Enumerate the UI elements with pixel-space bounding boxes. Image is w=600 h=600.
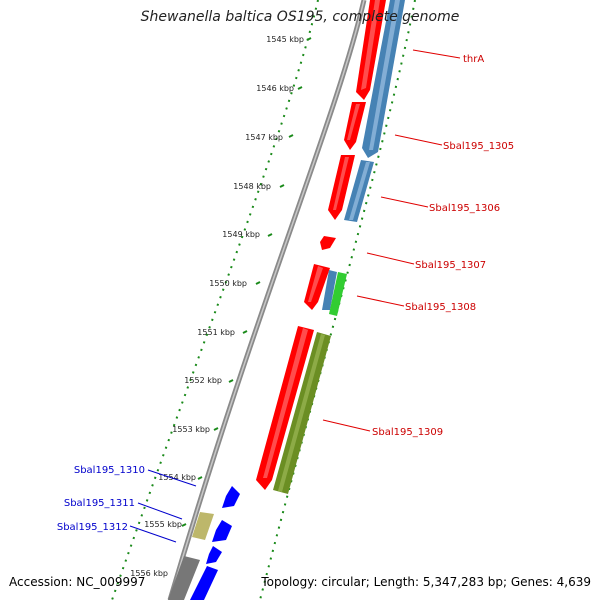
gene-sbal195-1308-green-feature	[329, 272, 347, 316]
gene-label-sbal195-1308: Sbal195_1308	[405, 302, 476, 313]
tick-marks	[181, 37, 312, 527]
gene-sbal195-1308-reverse-cds	[322, 270, 337, 310]
gene-sbal195-1307-cds	[320, 236, 336, 250]
gene-label-sbal195-1306: Sbal195_1306	[429, 203, 500, 214]
tick-label: 1546 kbp	[256, 84, 294, 93]
genome-title: Shewanella baltica OS195, complete genom…	[140, 9, 460, 25]
tick-label: 1550 kbp	[209, 279, 247, 288]
gene-sbal195-1313-cds	[190, 566, 218, 600]
blue-cds-track	[190, 486, 240, 600]
gene-label-sbal195-1311: Sbal195_1311	[64, 498, 135, 509]
tick-label: 1549 kbp	[222, 230, 260, 239]
gene-label-sbal195-1310: Sbal195_1310	[74, 465, 145, 476]
gray-feature	[168, 556, 200, 600]
tick-labels: 1545 kbp 1546 kbp 1547 kbp 1548 kbp 1549…	[130, 35, 304, 578]
gene-sbal195-1312-cds	[206, 546, 222, 564]
accession-text: Accession: NC_009997	[9, 575, 146, 589]
tick-label: 1554 kbp	[158, 473, 196, 482]
gene-label-sbal195-1312: Sbal195_1312	[57, 522, 128, 533]
tick-label: 1553 kbp	[172, 425, 210, 434]
gene-sbal195-1311-khaki-feature	[192, 512, 214, 540]
tick-label: 1556 kbp	[130, 569, 168, 578]
gene-label-sbal195-1307: Sbal195_1307	[415, 260, 486, 271]
tick-label: 1551 kbp	[197, 328, 235, 337]
gene-label-thrA: thrA	[463, 54, 484, 65]
gene-label-sbal195-1309: Sbal195_1309	[372, 427, 443, 438]
tick-label: 1547 kbp	[245, 133, 283, 142]
gene-label-sbal195-1305: Sbal195_1305	[443, 141, 514, 152]
tick-label: 1555 kbp	[144, 520, 182, 529]
gene-sbal195-1311-cds	[212, 520, 232, 542]
gene-sbal195-1310-cds	[222, 486, 240, 508]
tick-label: 1545 kbp	[266, 35, 304, 44]
topology-summary-text: Topology: circular; Length: 5,347,283 bp…	[261, 575, 591, 589]
scale-ring-left	[111, 0, 319, 600]
tick-label: 1548 kbp	[233, 182, 271, 191]
tick-label: 1552 kbp	[184, 376, 222, 385]
